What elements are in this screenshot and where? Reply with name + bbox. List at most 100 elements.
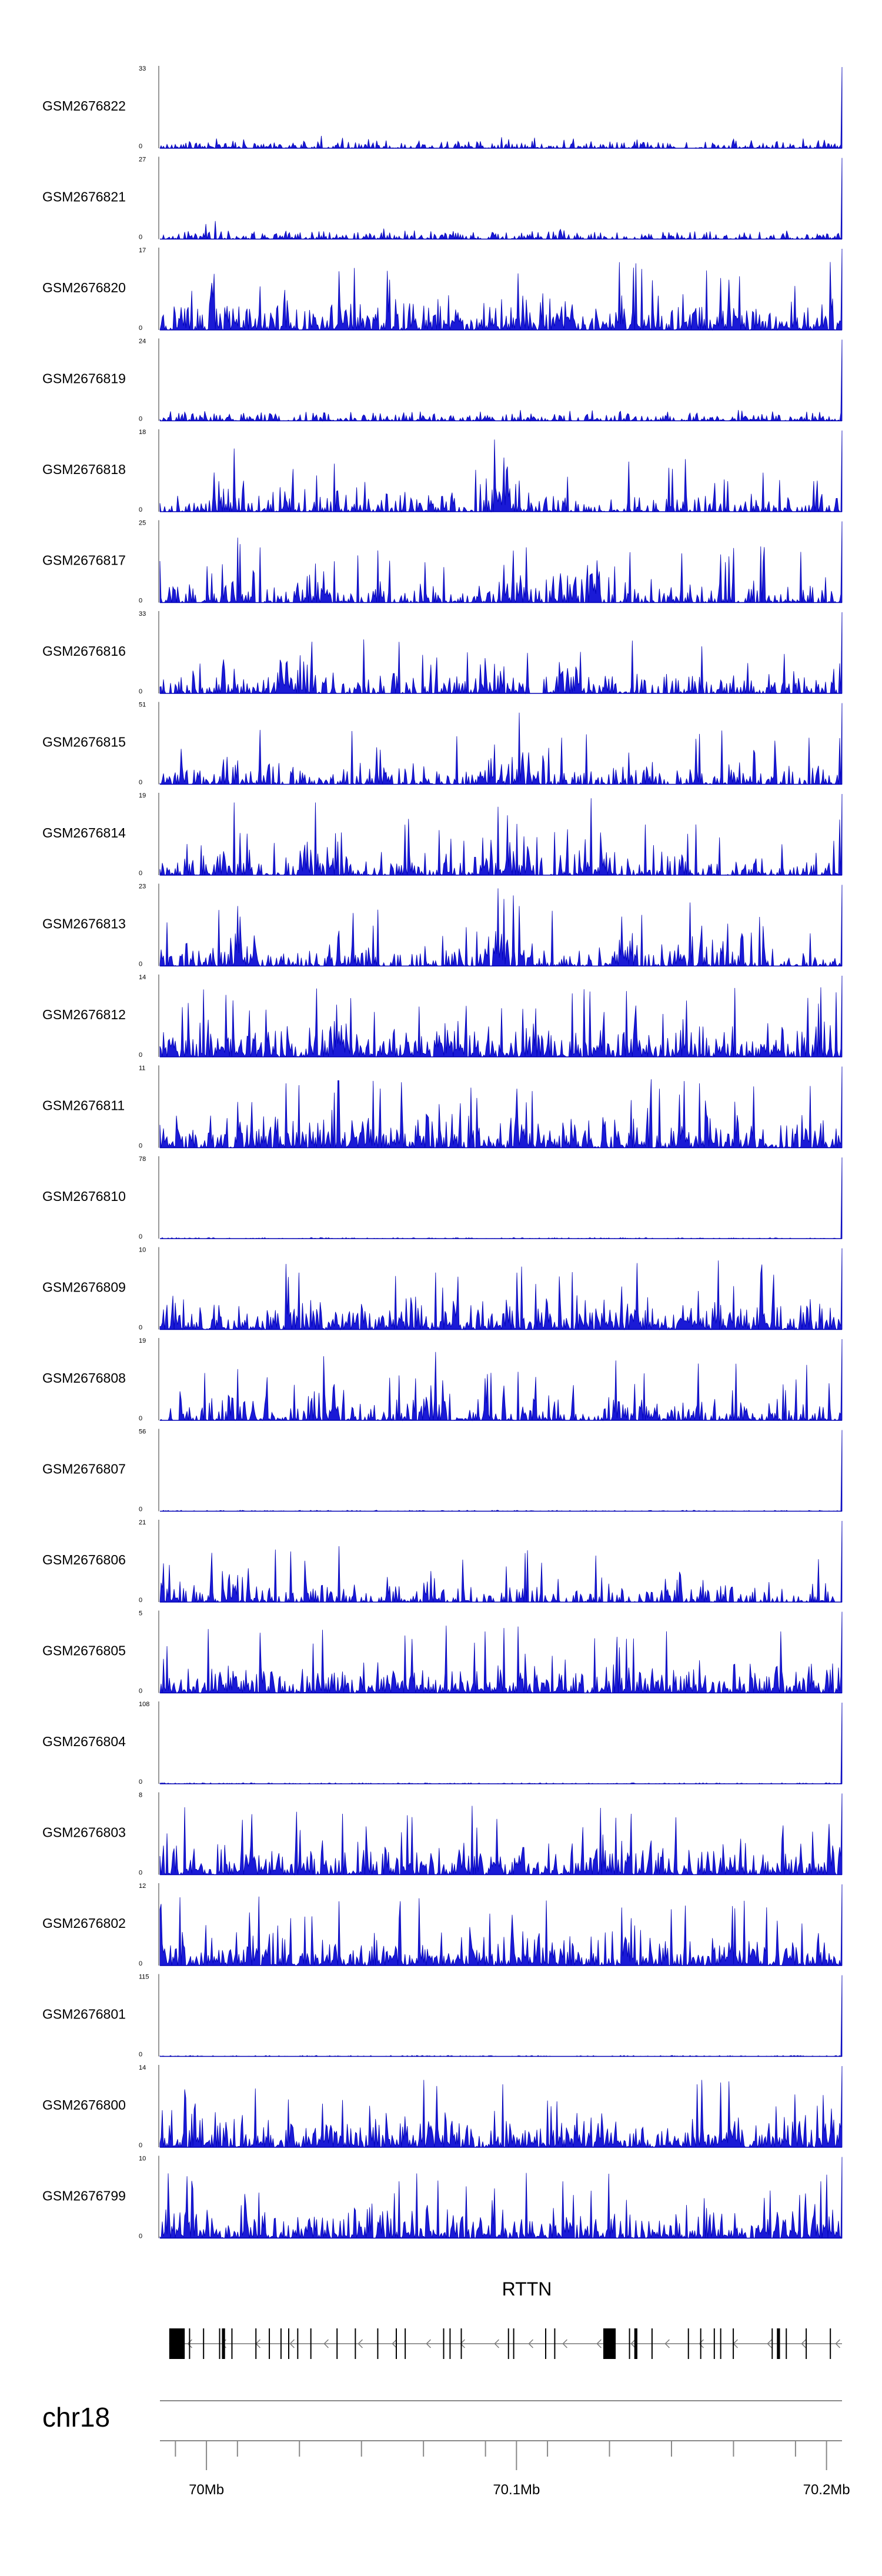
track-label: GSM2676821 [42, 189, 126, 205]
gene-model-RTTN [169, 2328, 842, 2359]
exon [629, 2328, 630, 2359]
track-GSM2676815: GSM2676815 51 0 [42, 702, 843, 786]
track-ymin-label: 0 [139, 506, 142, 513]
exon [634, 2328, 637, 2359]
track-ymax-label: 14 [139, 974, 146, 981]
strand-arrow [630, 2339, 636, 2348]
exon [255, 2328, 257, 2359]
track-ymax-label: 21 [139, 1519, 146, 1526]
track-ymin-label: 0 [139, 1597, 142, 1604]
track-ymin-label: 0 [139, 234, 142, 241]
track-ymax-label: 108 [139, 1701, 149, 1708]
track-GSM2676817: GSM2676817 25 0 [42, 520, 843, 605]
exon [203, 2328, 205, 2359]
coverage-area [159, 1975, 843, 2057]
track-label: GSM2676816 [42, 643, 126, 659]
track-label: GSM2676818 [42, 462, 126, 477]
track-ymax-label: 11 [139, 1065, 145, 1072]
track-GSM2676821: GSM2676821 27 0 [42, 156, 843, 241]
coverage-area [159, 975, 843, 1058]
exon [786, 2328, 787, 2359]
strand-arrow [699, 2339, 704, 2348]
exon [720, 2328, 721, 2359]
strand-arrow [596, 2339, 602, 2348]
coverage-area [159, 66, 843, 149]
track-ymax-label: 25 [139, 520, 146, 527]
coverage-area [159, 248, 843, 331]
track-label: GSM2676813 [42, 916, 126, 932]
gene-label: RTTN [502, 2278, 552, 2300]
exon [231, 2328, 233, 2359]
coverage-area [159, 793, 843, 876]
track-label: GSM2676805 [42, 1643, 126, 1659]
track-GSM2676811: GSM2676811 11 0 [42, 1065, 843, 1150]
track-ymax-label: 8 [139, 1792, 142, 1799]
track-GSM2676802: GSM2676802 12 0 [42, 1883, 843, 1967]
track-label: GSM2676801 [42, 2007, 126, 2022]
track-label: GSM2676814 [42, 825, 126, 840]
track-GSM2676808: GSM2676808 19 0 [42, 1337, 843, 1422]
strand-arrow [323, 2339, 329, 2348]
coverage-area [159, 1248, 843, 1331]
strand-arrow [494, 2339, 499, 2348]
exon [280, 2328, 282, 2359]
track-ymax-label: 14 [139, 2064, 146, 2071]
exon [336, 2328, 338, 2359]
track-ymin-label: 0 [139, 143, 142, 150]
track-GSM2676806: GSM2676806 21 0 [42, 1519, 843, 1604]
axis-tick-label: 70Mb [189, 2482, 224, 2498]
track-ymax-label: 19 [139, 792, 146, 799]
strand-arrow [289, 2339, 295, 2348]
exon [222, 2328, 225, 2359]
track-GSM2676805: GSM2676805 5 0 [42, 1610, 843, 1695]
coverage-area [160, 158, 843, 241]
coverage-area [160, 1430, 843, 1511]
track-ymin-label: 0 [139, 1778, 142, 1786]
exon [771, 2328, 773, 2359]
coverage-area [159, 703, 843, 786]
track-ymax-label: 23 [139, 883, 146, 890]
track-ymax-label: 27 [139, 156, 146, 163]
track-GSM2676812: GSM2676812 14 0 [42, 974, 843, 1059]
track-label: GSM2676806 [42, 1552, 126, 1567]
strand-arrow [392, 2339, 397, 2348]
track-GSM2676799: GSM2676799 10 0 [42, 2155, 843, 2240]
track-label: GSM2676817 [42, 553, 126, 568]
axis-ticks: 70Mb 70.1Mb 70.2Mb [175, 2441, 850, 2498]
exon [460, 2328, 462, 2359]
track-label: GSM2676822 [42, 98, 126, 114]
track-GSM2676801: GSM2676801 115 0 [42, 1974, 843, 2058]
track-ymin-label: 0 [139, 870, 142, 877]
exon [713, 2328, 715, 2359]
track-ymax-label: 5 [139, 1610, 142, 1617]
track-ymin-label: 0 [139, 779, 142, 786]
exon [507, 2328, 509, 2359]
exon [355, 2328, 356, 2359]
track-GSM2676822: GSM2676822 33 0 [42, 65, 843, 150]
track-ymax-label: 115 [139, 1974, 149, 1981]
exon [603, 2328, 616, 2359]
coverage-area [159, 430, 843, 513]
track-ymax-label: 78 [139, 1156, 146, 1163]
track-ymin-label: 0 [139, 1415, 142, 1422]
track-ymin-label: 0 [139, 1052, 142, 1059]
track-ymin-label: 0 [139, 1688, 142, 1695]
track-label: GSM2676811 [42, 1098, 125, 1113]
coverage-area [159, 1702, 843, 1784]
exon [806, 2328, 807, 2359]
track-label: GSM2676804 [42, 1734, 126, 1749]
track-GSM2676804: GSM2676804 108 0 [42, 1701, 843, 1786]
exon [700, 2328, 701, 2359]
track-ymin-label: 0 [139, 1506, 142, 1513]
exon [169, 2328, 185, 2359]
exon [733, 2328, 734, 2359]
axis-tick-label: 70.2Mb [803, 2482, 850, 2498]
strand-arrow [460, 2339, 465, 2348]
axis-tick-label: 70.1Mb [493, 2482, 540, 2498]
exon [545, 2328, 547, 2359]
track-ymin-label: 0 [139, 325, 142, 332]
coverage-area [160, 1157, 843, 1239]
track-label: GSM2676810 [42, 1189, 126, 1204]
track-GSM2676810: GSM2676810 78 0 [42, 1156, 843, 1240]
